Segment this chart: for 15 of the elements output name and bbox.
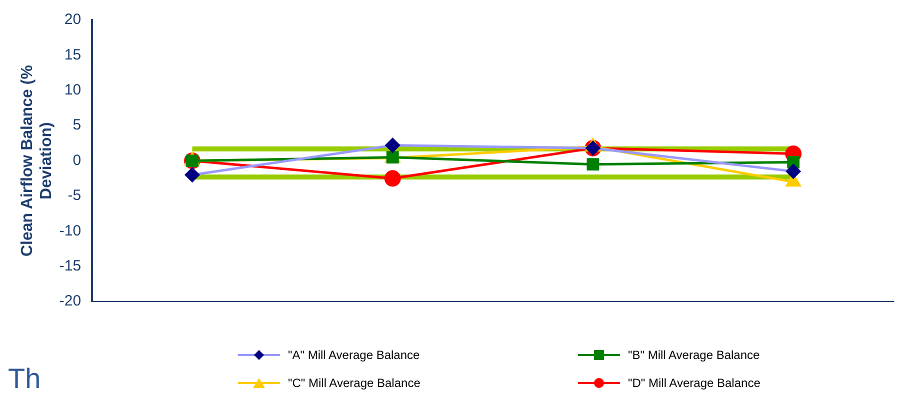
legend-label: "D" Mill Average Balance: [628, 376, 760, 390]
y-tick-label: -20: [59, 292, 82, 310]
y-tick-label: 15: [64, 46, 82, 64]
y-axis-title: Clean Airflow Balance (% Deviation): [19, 65, 56, 257]
y-tick-label: 20: [64, 11, 82, 28]
y-tick-label: -15: [59, 258, 82, 275]
legend-label: "A" Mill Average Balance: [288, 348, 420, 362]
y-tick-label: 10: [64, 82, 82, 99]
y-tick-label: -5: [68, 187, 82, 204]
legend-label: "C" Mill Average Balance: [288, 376, 420, 390]
y-tick-label: 5: [72, 116, 82, 134]
legend-label: "B" Mill Average Balance: [628, 348, 760, 362]
text: Th: [8, 363, 41, 394]
y-tick-label: -10: [59, 222, 82, 240]
y-tick-label: 0: [72, 152, 82, 169]
